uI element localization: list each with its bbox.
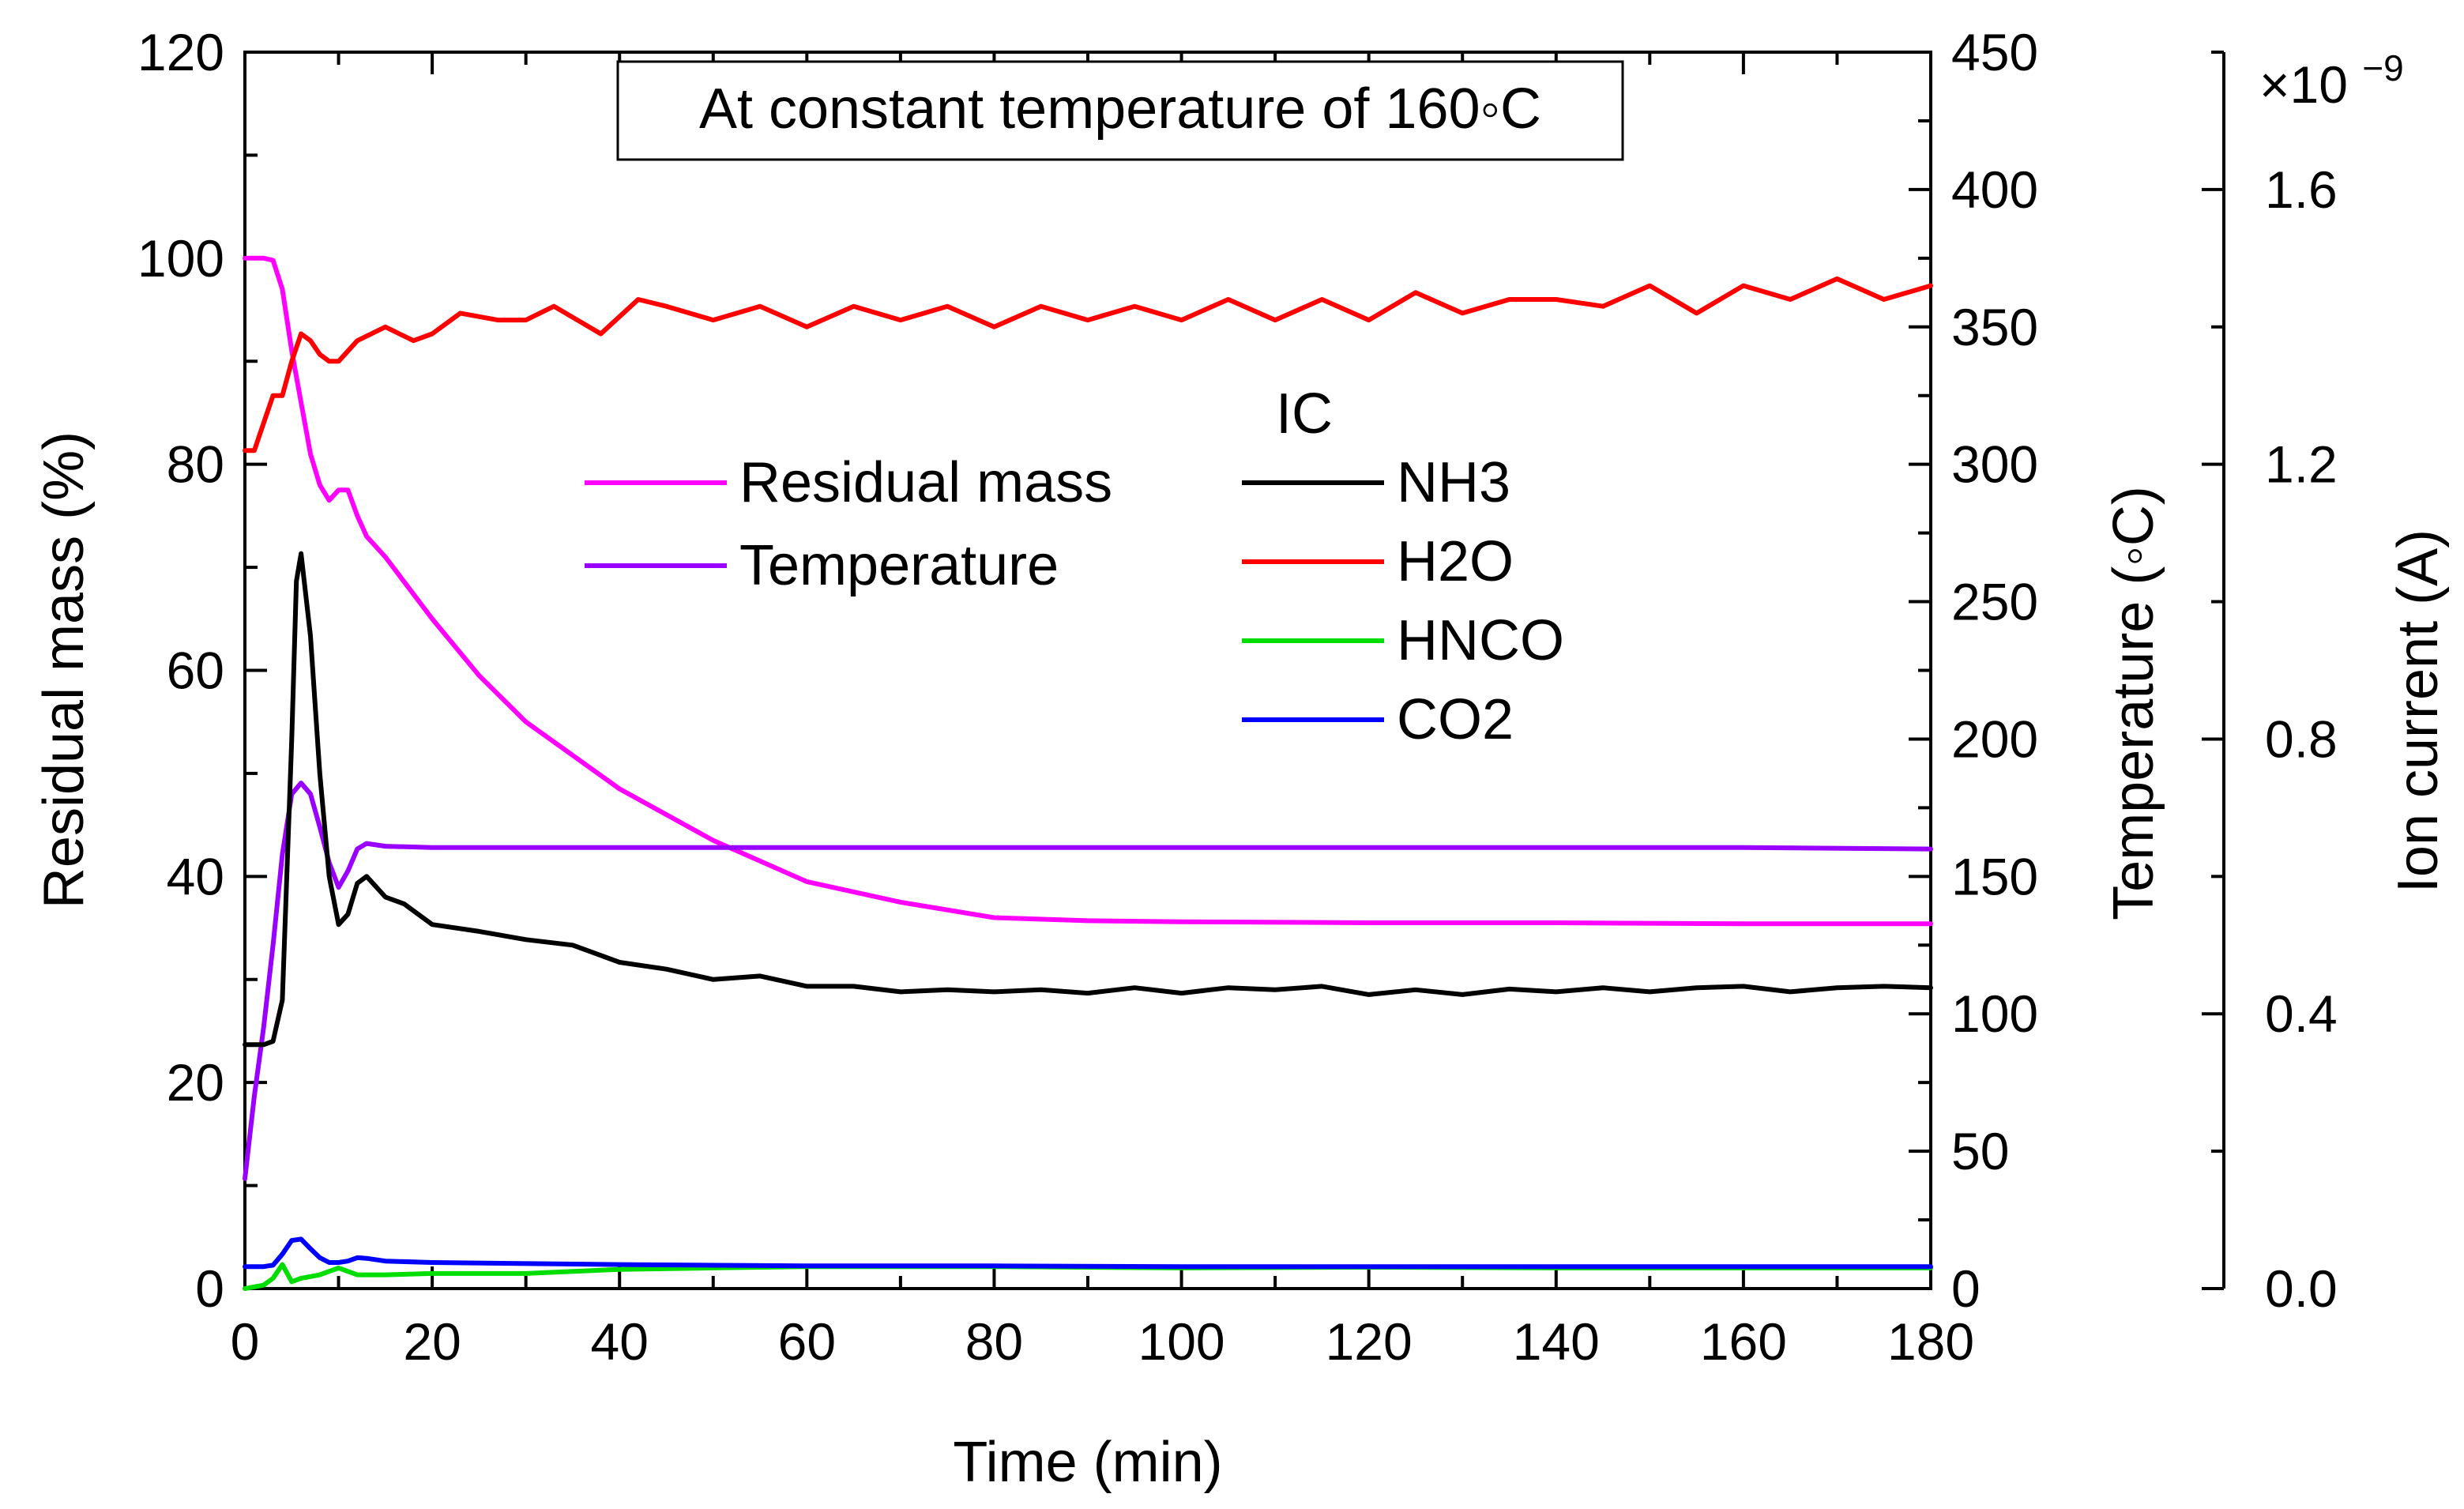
- temperature-tick-label: 250: [1951, 573, 2038, 631]
- mass-tick-label: 0: [195, 1259, 224, 1318]
- mass-tick-label: 60: [167, 642, 224, 700]
- legend-label-hnco: HNCO: [1397, 609, 1564, 672]
- temperature-tick-label: 100: [1951, 984, 2038, 1043]
- ion-current-exponent: ×10 −9: [2259, 47, 2404, 114]
- legend-label-nh3: NH3: [1397, 451, 1510, 514]
- mass-tick-label: 20: [167, 1053, 224, 1112]
- mass-tick-label: 40: [167, 847, 224, 905]
- temperature-tick-label: 150: [1951, 847, 2038, 905]
- series-residual-mass-line: [243, 255, 1933, 927]
- ion-current-tick-label: 0.4: [2265, 984, 2338, 1043]
- temperature-axis-title: Temperature (◦C): [2102, 486, 2165, 920]
- chart-title: At constant temperature of 160◦C: [699, 77, 1541, 141]
- series-group: [243, 255, 1933, 1291]
- series-nh3-line: [243, 551, 1933, 1048]
- x-tick-label: 120: [1326, 1312, 1413, 1371]
- legend-label-residual-mass: Residual mass: [739, 451, 1112, 514]
- legend: Residual mass Temperature NH3 H2O HNCO CO2: [585, 451, 1564, 751]
- title-box: [616, 60, 1624, 161]
- legend-label-co2: CO2: [1397, 688, 1514, 751]
- temperature-axis: 0 50 100 150 200 250 300 350 400 450: [1909, 23, 2038, 1318]
- x-tick-label: 160: [1700, 1312, 1787, 1371]
- ion-current-exponent-base: ×10: [2259, 55, 2348, 114]
- x-tick-label: 100: [1138, 1312, 1224, 1371]
- ion-current-tick-label: 0.0: [2265, 1259, 2338, 1318]
- temperature-tick-label: 50: [1951, 1122, 2009, 1180]
- ion-current-tick-label: 1.6: [2265, 160, 2338, 219]
- ion-current-axis-title: Ion current (A): [2387, 529, 2450, 893]
- temperature-tick-label: 300: [1951, 435, 2038, 494]
- series-temperature-line: [243, 781, 1933, 1181]
- ion-current-tick-label: 0.8: [2265, 709, 2338, 768]
- legend-ic-title: IC: [1276, 382, 1333, 446]
- ion-current-axis: 0.0 0.4 0.8 1.2 1.6: [2202, 51, 2338, 1318]
- x-tick-label: 40: [591, 1312, 649, 1371]
- mass-tick-label: 120: [137, 23, 224, 81]
- legend-label-temperature: Temperature: [739, 534, 1059, 597]
- series-co2-line: [243, 1236, 1933, 1270]
- ion-current-exponent-power: −9: [2362, 47, 2403, 88]
- temperature-tick-label: 350: [1951, 298, 2038, 356]
- plot-frame: [243, 51, 1932, 1290]
- temperature-tick-label: 400: [1951, 160, 2038, 219]
- temperature-tick-label: 450: [1951, 23, 2038, 81]
- residual-mass-axis-title: Residual mass (%): [32, 431, 96, 909]
- mass-tick-label: 100: [137, 229, 224, 288]
- x-axis: 0 20 40 60 80 100 120 140 160 180: [231, 52, 1974, 1371]
- x-tick-label: 20: [403, 1312, 461, 1371]
- x-tick-label: 0: [231, 1312, 260, 1371]
- mass-tick-label: 80: [167, 435, 224, 494]
- x-tick-label: 80: [965, 1312, 1023, 1371]
- temperature-tick-label: 200: [1951, 709, 2038, 768]
- legend-label-h2o: H2O: [1397, 530, 1514, 593]
- series-h2o-line: [243, 276, 1933, 453]
- x-tick-label: 60: [778, 1312, 836, 1371]
- x-tick-label: 140: [1513, 1312, 1600, 1371]
- residual-mass-axis: 0 20 40 60 80 100 120: [137, 23, 267, 1318]
- temperature-tick-label: 0: [1951, 1259, 1981, 1318]
- ion-current-tick-label: 1.2: [2265, 435, 2338, 494]
- x-tick-label: 180: [1887, 1312, 1974, 1371]
- x-axis-title: Time (min): [953, 1431, 1222, 1494]
